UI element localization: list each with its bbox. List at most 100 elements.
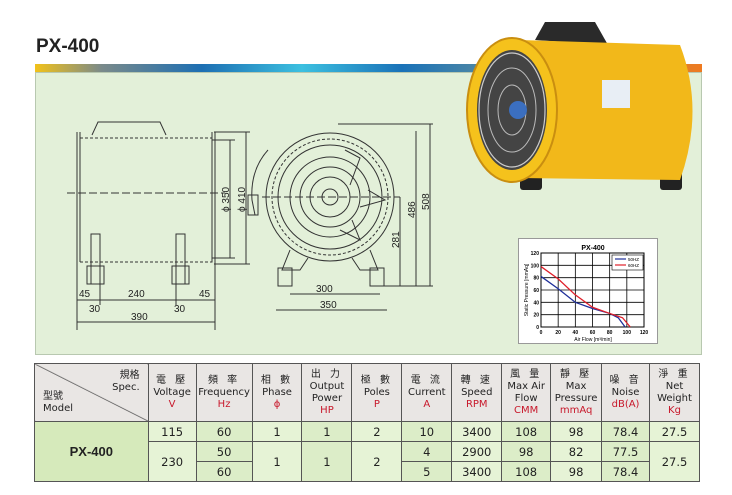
- header-speed: 轉 速 Speed RPM: [451, 363, 503, 422]
- table-row: 60 5 3400 108 98 78.4: [35, 461, 700, 482]
- header-max-pressure: 靜 壓 Max Pressure mmAq: [550, 363, 603, 422]
- header-en: Net Weight: [657, 380, 692, 404]
- chart-xlabel: Air Flow [m³/min]: [574, 337, 612, 343]
- svg-text:390: 390: [131, 312, 148, 323]
- table-cell: 98: [550, 461, 603, 482]
- header-unit: Kg: [668, 404, 681, 416]
- legend-label: 50HZ: [628, 257, 639, 262]
- x-tick-label: 20: [555, 330, 561, 336]
- x-tick-label: 120: [640, 330, 649, 336]
- header-zh: 極 數: [360, 374, 393, 386]
- header-zh: 電 壓: [156, 374, 189, 386]
- svg-text:30: 30: [89, 304, 101, 315]
- header-zh: 噪 音: [609, 374, 642, 386]
- table-row: 230 50 1 1 2 4 2900 98 82 77.5 27.5: [35, 441, 700, 482]
- header-unit: HP: [320, 404, 334, 416]
- header-voltage: 電 壓 Voltage V: [147, 363, 197, 422]
- svg-text:300: 300: [316, 284, 333, 295]
- header-en: Frequency: [198, 386, 250, 398]
- table-cell: 108: [501, 461, 552, 482]
- header-zh: 頻 率: [207, 374, 241, 386]
- table-cell: 1: [251, 441, 303, 482]
- table-cell: 3400: [451, 421, 503, 442]
- svg-text:30: 30: [174, 304, 186, 315]
- table-cell: 98: [550, 421, 603, 442]
- header-en: Poles: [363, 386, 390, 398]
- header-frequency: 頻 率 Frequency Hz: [195, 363, 253, 422]
- x-tick-label: 0: [540, 330, 543, 336]
- x-tick-label: 40: [573, 330, 579, 336]
- y-tick-label: 0: [536, 325, 539, 331]
- svg-text:45: 45: [199, 289, 211, 300]
- header-zh: 出 力: [310, 368, 344, 380]
- header-unit: P: [373, 398, 380, 410]
- header-zh: 電 流: [410, 374, 443, 386]
- table-cell: 115: [147, 421, 197, 442]
- table-cell: 2: [351, 441, 403, 482]
- product-title: PX-400: [36, 36, 100, 57]
- x-tick-label: 60: [590, 330, 596, 336]
- table-cell: 3400: [451, 461, 503, 482]
- table-header-row: 規格 Spec. 型號 Model 電 壓 Voltage V 頻 率 Frequenc…: [34, 363, 700, 422]
- header-unit: Hz: [217, 398, 231, 410]
- y-tick-label: 120: [531, 251, 540, 257]
- table-cell: 50: [195, 441, 253, 462]
- dim-508: 508: [421, 193, 432, 210]
- header-en: Output Power: [309, 380, 345, 404]
- table-cell: 2900: [451, 441, 503, 462]
- corner-spec-en: Spec.: [112, 382, 140, 393]
- y-tick-label: 100: [531, 263, 540, 269]
- table-cell: 230: [147, 441, 197, 482]
- header-en: Noise: [611, 386, 640, 398]
- header-noise: 噪 音 Noise dB(A): [601, 363, 650, 422]
- table-cell: 1: [301, 421, 353, 442]
- header-en: Speed: [461, 386, 493, 398]
- chart-title: PX-400: [581, 245, 604, 252]
- table-cell: 60: [195, 421, 253, 442]
- y-tick-label: 20: [533, 313, 539, 319]
- table-cell: 1: [251, 421, 303, 442]
- header-unit: dB(A): [611, 398, 640, 410]
- header-en: Max Pressure: [554, 380, 598, 404]
- header-output-power: 出 力 Output Power HP: [301, 363, 353, 422]
- header-poles: 極 數 Poles P: [351, 363, 403, 422]
- spec-table: 規格 Spec. 型號 Model 電 壓 Voltage V 頻 率 Frequenc…: [34, 363, 700, 482]
- table-cell: 4: [401, 441, 453, 462]
- header-en: Voltage: [153, 386, 191, 398]
- corner-model-zh: 型號: [43, 391, 63, 402]
- header-max-air-flow: 風 量 Max Air Flow CMM: [501, 363, 552, 422]
- table-cell: 82: [550, 441, 603, 462]
- table-cell: 77.5: [601, 441, 650, 462]
- chart-ylabel: Static Pressure [mmAq]: [524, 263, 530, 316]
- gradient-header-bar: [35, 64, 702, 72]
- table-cell: PX-400: [34, 421, 149, 482]
- header-unit: CMM: [514, 404, 539, 416]
- header-zh: 轉 速: [460, 374, 493, 386]
- table-cell: 1: [301, 441, 353, 482]
- dim-phi350: ϕ 350: [221, 186, 232, 212]
- svg-text:350: 350: [320, 300, 337, 311]
- table-cell: 98: [501, 441, 552, 462]
- header-corner: 規格 Spec. 型號 Model: [34, 363, 149, 422]
- series-line-60hz: [540, 266, 631, 328]
- x-tick-label: 100: [623, 330, 632, 336]
- header-zh: 風 量: [510, 368, 543, 380]
- table-cell: 60: [195, 461, 253, 482]
- table-cell: 78.4: [601, 421, 650, 442]
- table-cell: 108: [501, 421, 552, 442]
- y-tick-label: 40: [533, 300, 539, 306]
- header-current: 電 流 Current A: [401, 363, 453, 422]
- table-cell: 27.5: [649, 441, 700, 482]
- header-unit: A: [423, 398, 431, 410]
- series-line-50hz: [540, 275, 626, 328]
- header-unit: mmAq: [559, 404, 593, 416]
- table-cell: 10: [401, 421, 453, 442]
- table-cell: 78.4: [601, 461, 650, 482]
- svg-text:240: 240: [128, 289, 145, 300]
- y-tick-label: 80: [533, 276, 539, 282]
- table-row: PX-400 115 60 1 1 2 10 3400 108 98 78.4 27.5: [34, 421, 700, 482]
